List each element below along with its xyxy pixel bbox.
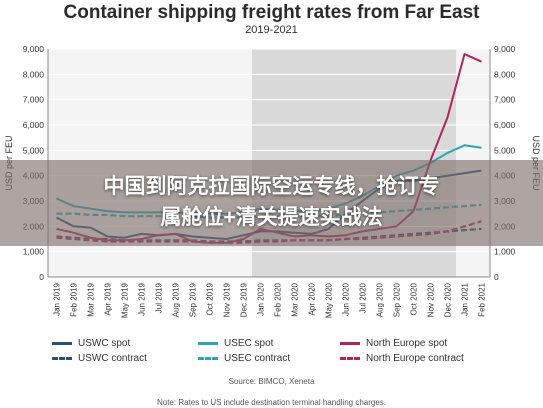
y-tick-label-left: 5,000 [23,145,45,155]
legend-item-usec-contract: USEC contract [198,353,290,364]
legend-swatch [198,356,218,360]
x-tick-label: Jul 2020 [359,282,368,313]
y-tick-label-left: 1,000 [23,247,45,257]
y-tick-label-right: 8,000 [494,69,516,79]
chart-legend: USWC spot USWC contract USEC spot USEC c… [0,338,543,368]
chart-note: Note: Rates to US include destination te… [156,398,387,407]
x-tick-label: Aug 2019 [172,282,181,317]
legend-item-uswc-contract: USWC contract [52,353,147,364]
legend-label: USEC contract [224,353,291,364]
y-tick-label-right: 5,000 [494,145,516,155]
x-tick-label: Apr 2020 [308,282,317,315]
y-tick-label-left: 0 [39,272,44,282]
y-tick-label-left: 8,000 [23,69,45,79]
x-tick-label: Jan 2021 [461,282,470,315]
legend-swatch [52,356,72,360]
x-tick-label: Oct 2019 [206,282,215,315]
x-tick-label: Aug 2020 [376,282,385,317]
x-tick-label: Nov 2019 [223,282,232,317]
y-tick-label-left: 9,000 [23,44,45,54]
x-tick-label: Jul 2019 [155,282,164,313]
legend-label: USEC spot [224,338,274,349]
legend-item-north-europe-spot: North Europe spot [340,338,447,349]
legend-item-uswc-spot: USWC spot [52,338,130,349]
x-tick-label: Mar 2019 [87,282,96,316]
x-tick-label: Sep 2019 [189,282,198,317]
x-tick-label: Mar 2020 [291,282,300,316]
chart-title: Container shipping freight rates from Fa… [63,2,480,23]
legend-swatch [340,341,360,345]
headline-line-1: 中国到阿克拉国际空运专线，抢订专 [103,175,440,198]
legend-label: USWC spot [78,338,131,349]
x-tick-label: Feb 2019 [70,282,79,316]
y-tick-label-right: 9,000 [494,44,516,54]
legend-item-usec-spot: USEC spot [198,338,273,349]
y-tick-label-right: 6,000 [494,120,516,130]
legend-item-north-europe-contract: North Europe contract [340,353,464,364]
y-tick-label-right: 0 [494,272,499,282]
legend-swatch [340,356,360,360]
headline-line-2: 属舱位+清关提速实战法 [160,206,383,229]
x-tick-label: Feb 2021 [478,282,487,316]
x-tick-label: Jun 2019 [138,282,147,315]
x-tick-label: Jun 2020 [342,282,351,315]
x-tick-label: Dec 2020 [444,282,453,317]
legend-label: North Europe spot [366,338,448,349]
headline-overlay [0,160,543,246]
x-tick-label: May 2019 [121,282,130,318]
legend-swatch [52,341,72,345]
x-tick-label: Dec 2019 [240,282,249,317]
y-tick-label-right: 1,000 [494,247,516,257]
x-tick-label: Apr 2019 [104,282,113,315]
x-tick-label: Feb 2020 [274,282,283,316]
x-tick-label: Oct 2020 [410,282,419,315]
legend-swatch [198,341,218,345]
x-tick-label: Sep 2020 [393,282,402,317]
y-tick-label-right: 7,000 [494,95,516,105]
y-tick-label-left: 7,000 [23,95,45,105]
x-tick-label: May 2020 [325,282,334,318]
legend-label: USWC contract [78,353,147,364]
headline-text: 中国到阿克拉国际空运专线，抢订专 属舱位+清关提速实战法 [0,171,543,233]
legend-label: North Europe contract [366,353,464,364]
y-tick-label-left: 6,000 [23,120,45,130]
x-tick-label: Nov 2020 [427,282,436,317]
chart-source: Source: BIMCO, Xeneta [228,377,315,386]
x-tick-label: Jan 2020 [257,282,266,315]
x-tick-label: Jan 2019 [53,282,62,315]
chart-subtitle: 2019-2021 [245,24,298,36]
